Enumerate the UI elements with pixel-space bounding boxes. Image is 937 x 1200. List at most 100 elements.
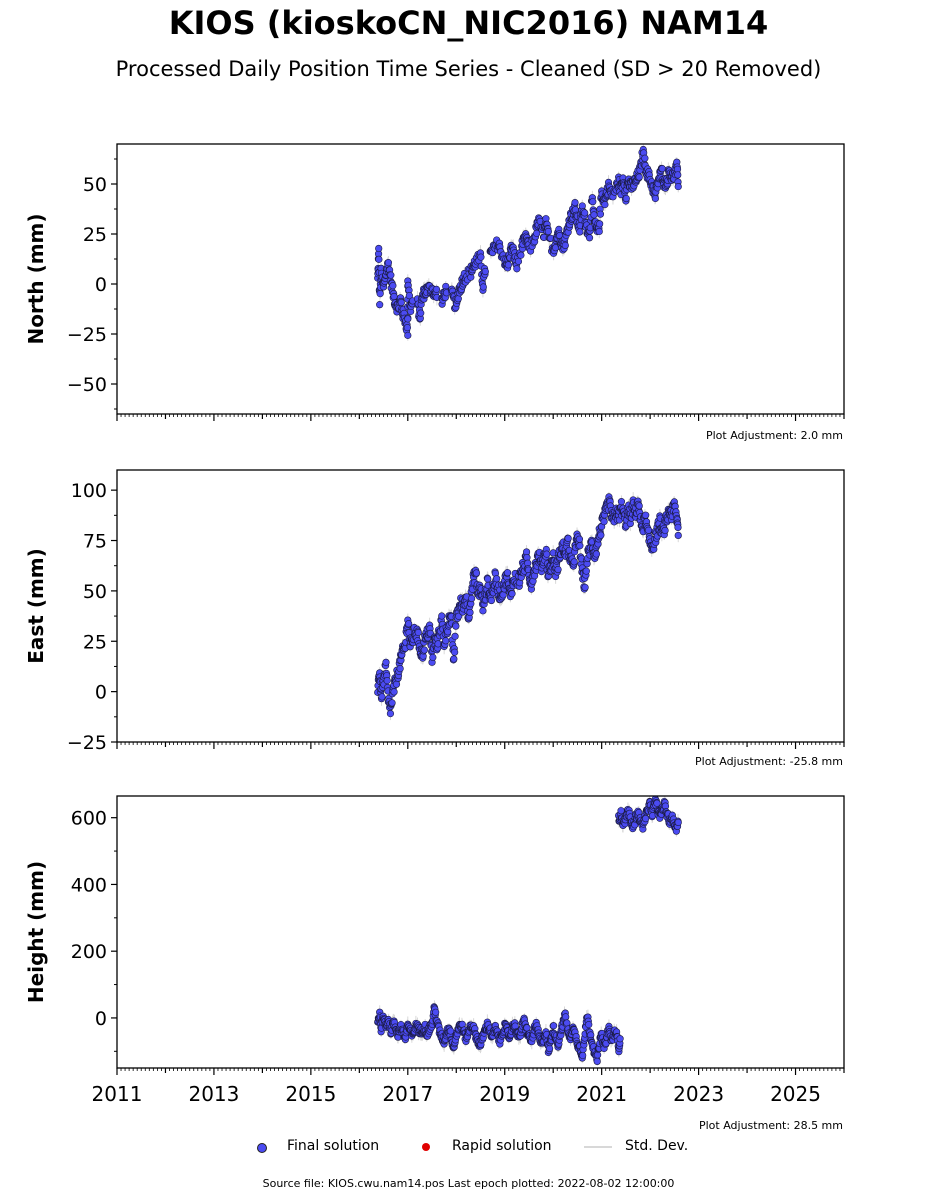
points-2 (374, 796, 682, 1065)
legend-rapid-label: Rapid solution (452, 1138, 552, 1154)
legend-final-marker (257, 1143, 267, 1153)
data-point (504, 261, 512, 269)
series-final-0 (374, 144, 682, 341)
data-point (386, 709, 395, 718)
data-point (472, 569, 481, 577)
data-point (544, 227, 552, 236)
data-point (674, 523, 682, 532)
y-tick-label: 0 (95, 274, 107, 296)
data-point (405, 620, 413, 628)
data-point (595, 227, 603, 236)
data-point (674, 171, 682, 179)
data-point (484, 575, 492, 583)
data-point (554, 565, 562, 574)
legend-final-label: Final solution (287, 1138, 380, 1154)
data-point (466, 608, 474, 617)
data-point (404, 331, 412, 339)
stddev-bars-1 (377, 491, 679, 721)
data-point (561, 241, 569, 250)
data-point (635, 173, 643, 181)
data-point (644, 526, 653, 534)
panel-2: 0 200 400 600 2011 2013 2015 2017 2019 2021 2023 20… (24, 795, 845, 1106)
panel-0: −50 −25 0 25 50 North (mm) (24, 143, 845, 421)
series-final-2 (374, 796, 682, 1066)
data-point (479, 607, 487, 615)
legend-stddev-marker (584, 1146, 612, 1148)
data-point (417, 309, 425, 317)
y-tick-label: 600 (71, 808, 107, 830)
data-point (563, 1019, 571, 1027)
data-point (384, 259, 393, 267)
data-point (477, 253, 485, 261)
data-point (576, 542, 584, 550)
y-tick-label: 50 (83, 174, 107, 196)
data-point (493, 575, 501, 583)
data-point (468, 594, 476, 603)
legend-rapid-marker (422, 1143, 430, 1151)
data-point (674, 531, 682, 540)
y-tick-label: 75 (83, 531, 107, 553)
data-point (378, 693, 386, 701)
data-point (420, 646, 428, 654)
y-axis-label: East (mm) (24, 548, 48, 664)
y-tick-label: 0 (95, 1008, 107, 1030)
data-point (414, 628, 422, 637)
legend-stddev-label: Std. Dev. (625, 1138, 689, 1154)
y-tick-label: 0 (95, 682, 107, 704)
data-point (592, 550, 601, 558)
data-point (533, 229, 541, 237)
x-tick-label: 2013 (188, 1082, 239, 1106)
x-tick-label: 2023 (673, 1082, 724, 1106)
y-tick-label: 25 (83, 224, 107, 246)
data-point (579, 1051, 587, 1060)
x-tick-label: 2017 (382, 1082, 433, 1106)
data-point (452, 622, 460, 630)
x-tick-label: 2025 (770, 1082, 821, 1106)
panel-1: −25 0 25 50 75 100 East (mm) (24, 469, 845, 754)
data-point (674, 182, 682, 191)
y-tick-label: 100 (71, 480, 107, 502)
data-point (481, 267, 489, 276)
data-point (390, 688, 398, 696)
y-tick-label: 400 (71, 874, 107, 896)
data-point (570, 558, 578, 566)
y-axis-label: Height (mm) (24, 861, 48, 1003)
data-point (390, 292, 398, 301)
data-point (543, 550, 551, 558)
data-point (403, 323, 411, 332)
data-point (404, 315, 412, 323)
data-point (596, 210, 605, 218)
data-point (590, 211, 598, 219)
data-point (508, 590, 516, 598)
x-tick-label: 2021 (576, 1082, 627, 1106)
data-point (589, 198, 597, 206)
data-point (593, 1057, 601, 1065)
data-point (487, 596, 496, 605)
data-point (651, 194, 659, 203)
legend: Final solution Rapid solution Std. Dev. (0, 1136, 937, 1158)
data-point (622, 194, 630, 203)
data-point (581, 209, 589, 217)
data-point (575, 535, 584, 543)
data-point (517, 251, 525, 259)
data-point (432, 1008, 440, 1016)
data-point (450, 655, 458, 663)
data-point (523, 1024, 531, 1032)
y-tick-label: −50 (67, 374, 107, 396)
data-point (513, 265, 521, 273)
data-point (442, 637, 450, 645)
y-tick-label: −25 (67, 324, 107, 346)
data-point (564, 534, 572, 542)
plot-frame-2 (116, 795, 845, 1069)
data-point (616, 1035, 624, 1043)
data-point (451, 648, 459, 656)
data-point (571, 198, 579, 207)
y-tick-label: −25 (67, 732, 107, 754)
points-1 (374, 493, 682, 718)
data-point (597, 531, 605, 539)
data-point (432, 285, 441, 293)
data-point (641, 154, 649, 162)
y-axis-label: North (mm) (24, 213, 48, 344)
chart-subtitle: Processed Daily Position Time Series - C… (115, 57, 822, 81)
